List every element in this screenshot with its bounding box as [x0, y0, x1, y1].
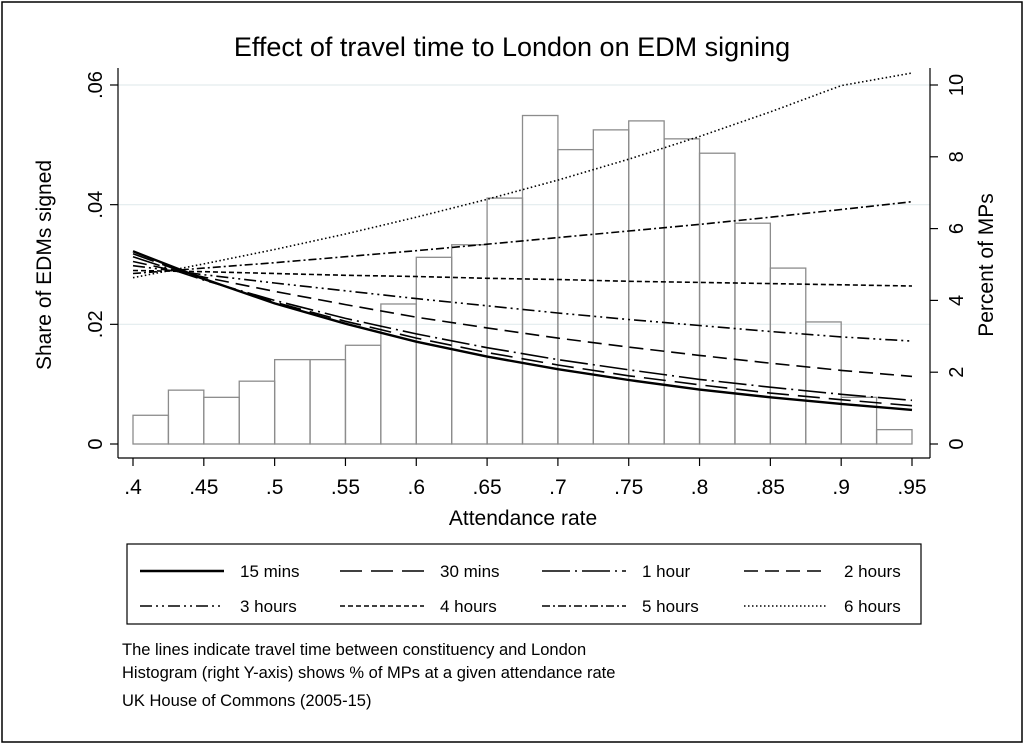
chart-title: Effect of travel time to London on EDM s…: [234, 32, 790, 62]
legend-label: 15 mins: [240, 562, 300, 581]
x-tick-label: .4: [124, 476, 142, 499]
series-line-4: [132, 260, 913, 378]
x-tick-label: .85: [756, 476, 785, 499]
note-line-3: UK House of Commons (2005-15): [122, 692, 371, 710]
x-tick-label: .7: [549, 476, 567, 499]
series-line-6: [132, 269, 913, 287]
y-tick-label: .02: [85, 310, 107, 338]
x-tick-label: .45: [189, 476, 218, 499]
y-tick-label: .06: [85, 71, 107, 99]
y2-tick-label: 6: [946, 223, 968, 234]
histogram: [132, 114, 913, 445]
y-tick-label: 0: [85, 438, 107, 449]
x-tick-label: .9: [832, 476, 850, 499]
note-line-1: The lines indicate travel time between c…: [122, 641, 586, 659]
legend-label: 2 hours: [844, 562, 901, 581]
y-axis-ticks: 0 .02 .04 .06: [85, 71, 118, 450]
y2-tick-label: 0: [946, 438, 968, 449]
series-line-1: [132, 250, 913, 412]
x-tick-label: .95: [897, 476, 926, 499]
x-tick-label: .75: [614, 476, 643, 499]
x-tick-label: .8: [691, 476, 709, 499]
x-axis-ticks: .4 .45 .5 .55 .6 .65 .7 .75 .8 .85 .9 .95: [124, 458, 927, 499]
series-line-5: [132, 264, 913, 342]
y-tick-label: .04: [85, 191, 107, 219]
y2-tick-label: 10: [946, 74, 968, 96]
x-tick-label: .55: [331, 476, 360, 499]
note-line-2: Histogram (right Y-axis) shows % of MPs …: [122, 664, 615, 682]
legend-label: 1 hour: [642, 562, 691, 581]
legend-label: 30 mins: [440, 562, 500, 581]
legend-label: 4 hours: [440, 597, 497, 616]
legend-label: 5 hours: [642, 597, 699, 616]
y2-tick-label: 8: [946, 151, 968, 162]
y2-tick-label: 4: [946, 295, 968, 306]
legend-label: 6 hours: [844, 597, 901, 616]
series-line-8: [132, 72, 913, 279]
series-line-2: [132, 252, 913, 407]
x-axis-label: Attendance rate: [449, 507, 597, 530]
legend-label: 3 hours: [240, 597, 297, 616]
y2-tick-label: 2: [946, 367, 968, 378]
series-line-3: [132, 255, 913, 402]
histogram-bar: [875, 428, 913, 445]
y-axis-label: Share of EDMs signed: [33, 160, 56, 370]
histogram-bar: [805, 321, 842, 445]
histogram-bar: [840, 396, 878, 445]
gridlines: [118, 84, 930, 325]
x-tick-label: .6: [408, 476, 426, 499]
x-tick-label: .65: [472, 476, 501, 499]
y2-axis-ticks: 0 2 4 6 8 10: [930, 74, 968, 450]
series-line-7: [132, 200, 913, 275]
y2-axis-label: Percent of MPs: [975, 193, 998, 337]
x-tick-label: .5: [266, 476, 284, 499]
legend: 15 mins 30 mins 1 hour 2 hours 3 hours 4 hour…: [140, 562, 901, 616]
series-lines: [132, 72, 913, 412]
legend-box: [126, 543, 922, 625]
